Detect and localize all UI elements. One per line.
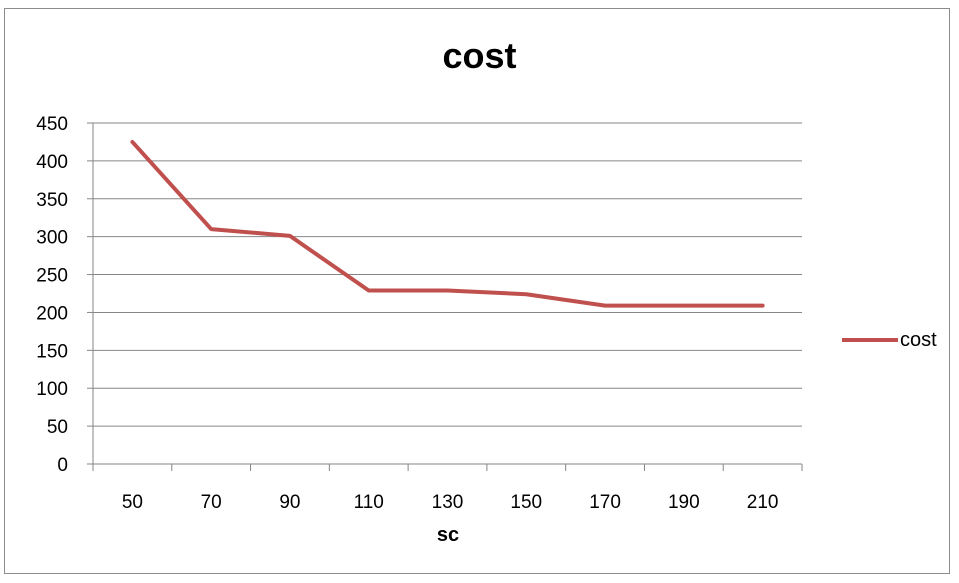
y-tick-label: 50 [47,417,68,438]
chart-title: cost [442,35,517,76]
y-tick-label: 300 [36,228,68,249]
legend: cost [842,327,937,353]
y-tick-label: 400 [36,152,68,173]
y-tick-label: 450 [36,114,68,135]
x-tick-label: 210 [747,492,779,513]
legend-label: cost [900,328,937,351]
y-tick-label: 0 [57,455,68,476]
y-tick-label: 350 [36,190,68,211]
x-tick-label: 90 [279,492,300,513]
x-tick-label: 70 [201,492,222,513]
x-tick-label: 190 [668,492,700,513]
legend-swatch [842,338,898,342]
series-line [130,139,765,308]
y-tick-label: 150 [36,341,68,362]
x-axis-label: sc [436,524,460,546]
x-tick-label: 50 [122,492,143,513]
x-tick-label: 130 [432,492,464,513]
x-tick-label: 170 [589,492,621,513]
y-tick-label: 250 [36,266,68,287]
x-tick-label: 110 [354,492,384,513]
x-tick-label: 150 [510,492,542,513]
y-tick-label: 100 [36,379,68,400]
y-tick-label: 200 [36,303,68,324]
